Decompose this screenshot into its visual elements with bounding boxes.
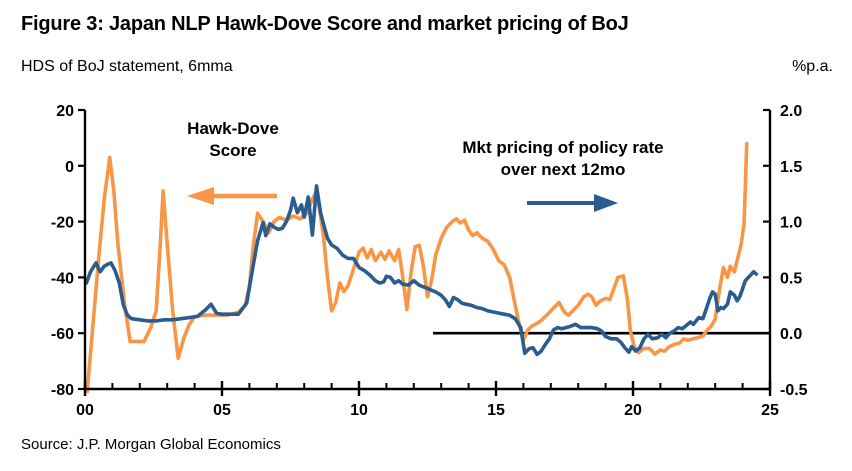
- right-axis-tick-label: -0.5: [780, 382, 808, 399]
- left-axis-caption: HDS of BoJ statement, 6mma: [21, 58, 233, 75]
- right-axis-caption: %p.a.: [792, 58, 833, 75]
- left-axis-tick-label: -40: [51, 270, 74, 287]
- figure-title: Figure 3: Japan NLP Hawk-Dove Score and …: [21, 13, 629, 35]
- right-axis-tick-label: 0.0: [780, 326, 802, 343]
- mkt-pricing-annotation: Mkt pricing of policy rate over next 12m…: [413, 137, 713, 181]
- hawk-dove-annotation-line2: Score: [209, 141, 257, 161]
- right-axis-tick-label: 2.0: [780, 103, 802, 120]
- x-axis-tick-label: 10: [350, 402, 368, 419]
- left-axis-tick-label: 20: [56, 103, 74, 120]
- x-axis-tick-label: 00: [76, 402, 94, 419]
- axes-frame: [83, 110, 772, 391]
- right-axis-tick-label: 1.5: [780, 159, 802, 176]
- x-axis-tick-label: 25: [761, 402, 779, 419]
- mkt-pricing-annotation-line2: over next 12mo: [500, 160, 626, 180]
- hawk-dove-annotation-line1: Hawk-Dove: [187, 119, 279, 138]
- x-axis-tick-label: 05: [213, 402, 231, 419]
- right-axis-tick-label: 0.5: [780, 270, 802, 287]
- left-axis-tick-label: -20: [51, 215, 74, 232]
- hawk-dove-score-annotation: Hawk-Dove Score: [148, 118, 318, 162]
- mkt-pricing-annotation-line1: Mkt pricing of policy rate: [462, 138, 664, 157]
- source-note: Source: J.P. Morgan Global Economics: [21, 436, 281, 453]
- left-axis-tick-label: -60: [51, 326, 74, 343]
- left-axis-tick-label: -80: [51, 382, 74, 399]
- hawk-dove-left-arrowhead-icon: [187, 187, 214, 205]
- left-axis-tick-label: 0: [65, 159, 74, 176]
- mkt-pricing-right-arrowhead-icon: [594, 194, 618, 212]
- x-axis-tick-label: 20: [624, 402, 642, 419]
- mkt-pricing-line: [84, 184, 759, 357]
- x-axis-tick-label: 15: [487, 402, 505, 419]
- right-axis-tick-label: 1.0: [780, 215, 802, 232]
